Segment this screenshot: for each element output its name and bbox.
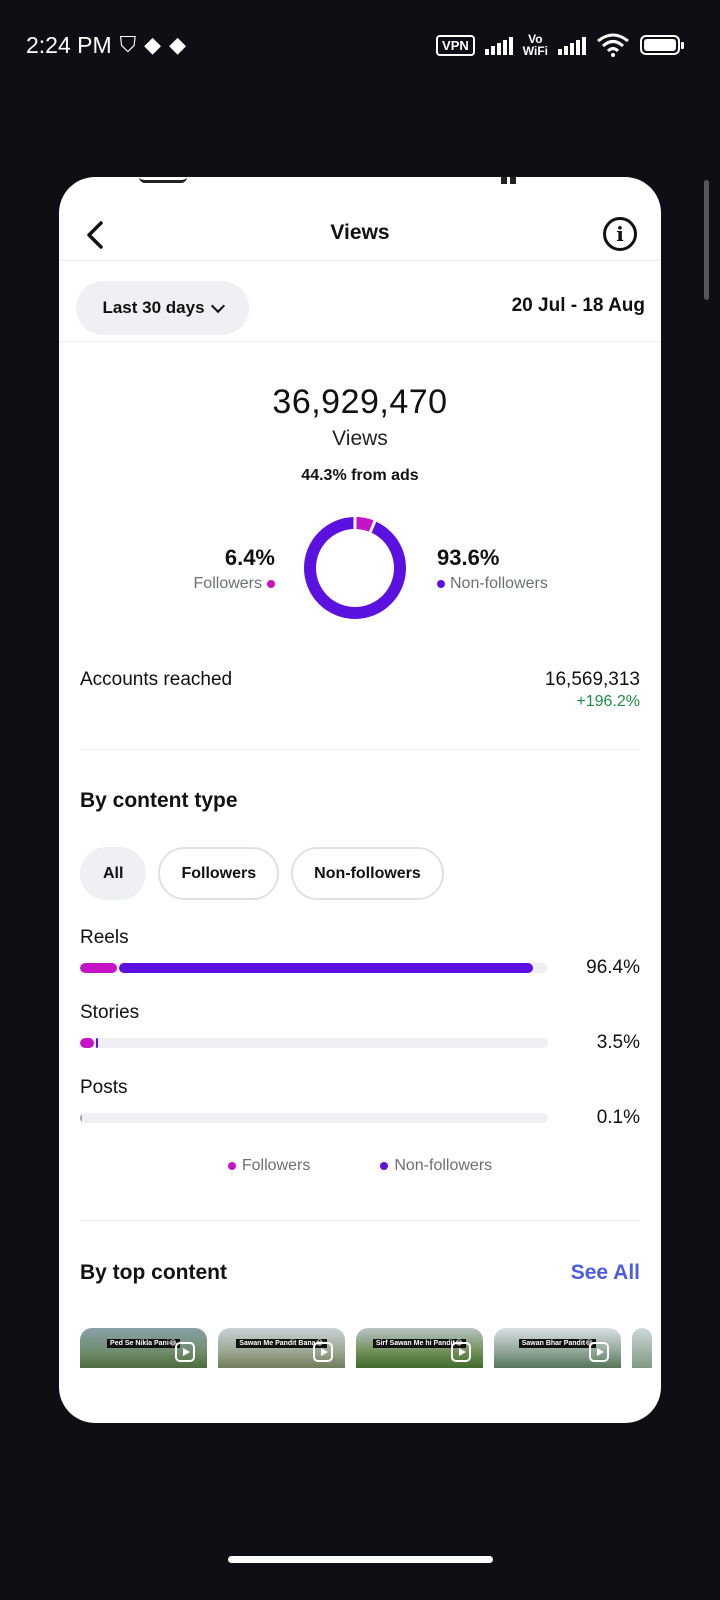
reels-label: Reels — [80, 927, 129, 948]
legend-nonfollowers: Non-followers — [380, 1157, 492, 1175]
nonfollowers-dot — [437, 580, 445, 588]
header: Views i — [59, 207, 661, 265]
stories-pct: 3.5% — [596, 1032, 640, 1053]
donut-gap — [368, 519, 377, 534]
followers-label: Followers — [193, 575, 262, 592]
date-range-dropdown[interactable]: Last 30 days — [76, 281, 249, 335]
top-content-thumb[interactable]: Sirf Sawan Me hi Pandit😂 — [356, 1328, 483, 1368]
home-indicator[interactable] — [228, 1556, 493, 1563]
chip-all[interactable]: All — [80, 847, 147, 900]
reel-icon — [589, 1342, 609, 1362]
status-bar: 2:24 PM ⛉ ◆ ◆ VPN Vo WiFi — [0, 0, 720, 90]
followers-dot — [267, 580, 275, 588]
info-icon[interactable]: i — [603, 217, 637, 251]
top-content-thumb[interactable]: Sawan Me Pandit Bana😂 — [218, 1328, 345, 1368]
content-type-title: By content type — [80, 789, 238, 812]
shield-icon: ⛉ — [119, 32, 137, 57]
vowifi-icon: Vo WiFi — [522, 32, 548, 58]
top-content-title: By top content — [80, 1261, 227, 1284]
background-icons-peek — [501, 177, 611, 184]
header-divider — [59, 260, 661, 261]
reel-icon — [313, 1342, 333, 1362]
bell-icon: ◆ — [169, 32, 187, 57]
bar-legend: Followers Non-followers — [59, 1157, 661, 1175]
thumb-caption: Sawan Me Pandit Bana😂 — [236, 1339, 327, 1348]
reel-icon — [451, 1342, 471, 1362]
top-content-thumb-partial[interactable] — [632, 1328, 652, 1368]
clock: 2:24 PM — [26, 31, 112, 58]
donut-nonfollowers-arc — [304, 517, 406, 619]
section-divider — [80, 749, 640, 750]
back-arrow-icon[interactable] — [75, 215, 115, 255]
thumb-caption: Sawan Bhar Pandit😂 — [518, 1339, 597, 1348]
wifi-icon — [597, 33, 629, 57]
signal-icon — [484, 35, 513, 55]
posts-label: Posts — [80, 1077, 128, 1098]
accounts-reached-value: 16,569,313 — [544, 669, 640, 690]
total-views-label: Views — [332, 427, 388, 450]
section-divider — [80, 1220, 640, 1221]
signal-icon-2 — [558, 35, 586, 55]
nonfollowers-pct: 93.6% — [437, 545, 500, 570]
accounts-reached-label: Accounts reached — [80, 669, 233, 690]
nonfollowers-label: Non-followers — [450, 575, 548, 592]
stories-bar — [80, 1038, 548, 1048]
thumb-caption: Ped Se Nikla Pani😂 — [107, 1339, 180, 1348]
posts-nonfollowers-segment — [80, 1113, 82, 1123]
audience-filter-chips: All Followers Non-followers — [80, 847, 444, 900]
followers-donut-chart — [304, 516, 406, 619]
background-status-peek — [139, 177, 187, 183]
stories-label: Stories — [80, 1002, 140, 1023]
chip-nonfollowers[interactable]: Non-followers — [291, 847, 444, 900]
date-range-text: 20 Jul - 18 Aug — [511, 295, 645, 316]
reels-followers-segment — [80, 963, 117, 973]
chip-followers[interactable]: Followers — [158, 847, 280, 900]
stories-nonfollowers-segment — [95, 1038, 99, 1048]
reels-nonfollowers-segment — [118, 963, 534, 973]
stories-followers-segment — [80, 1038, 94, 1048]
chevron-down-icon — [210, 298, 225, 313]
scrollbar[interactable] — [704, 180, 709, 300]
legend-followers: Followers — [227, 1157, 310, 1175]
thumb-caption: Sirf Sawan Me hi Pandit😂 — [372, 1339, 467, 1348]
reels-bar — [80, 963, 548, 973]
see-all-link[interactable]: See All — [570, 1261, 640, 1284]
top-content-thumb[interactable]: Ped Se Nikla Pani😂 — [80, 1328, 207, 1368]
posts-bar — [80, 1113, 548, 1123]
total-views: 36,929,470 — [272, 383, 448, 421]
filter-divider — [59, 341, 661, 342]
ads-share: 44.3% from ads — [301, 467, 419, 484]
views-insights-card: Views i Last 30 days 20 Jul - 18 Aug 36,… — [59, 177, 661, 1423]
posts-pct: 0.1% — [596, 1107, 640, 1128]
vpn-icon: VPN — [436, 34, 475, 56]
accounts-reached-change: +196.2% — [576, 693, 640, 710]
followers-pct: 6.4% — [224, 545, 275, 570]
top-content-thumb[interactable]: Sawan Bhar Pandit😂 — [494, 1328, 621, 1368]
reels-pct: 96.4% — [586, 957, 640, 978]
nonfollowers-share: 93.6% Non-followers — [437, 545, 548, 593]
reel-icon — [175, 1342, 195, 1362]
page-title: Views — [330, 221, 390, 244]
top-content-strip: Ped Se Nikla Pani😂 Sawan Me Pandit Bana😂… — [80, 1328, 652, 1368]
date-range-dropdown-label: Last 30 days — [102, 298, 205, 317]
followers-share: 6.4% Followers — [194, 545, 275, 593]
notification-icon: ◆ — [144, 32, 162, 57]
battery-icon — [640, 35, 684, 55]
